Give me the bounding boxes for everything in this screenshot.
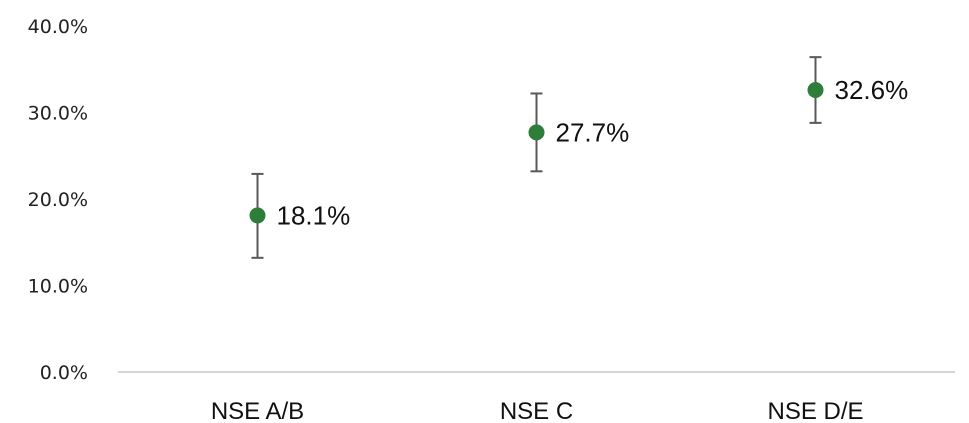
y-tick-label: 40.0%: [28, 16, 88, 38]
data-point: [249, 207, 266, 224]
y-tick-label: 0.0%: [40, 362, 88, 384]
data-points: [249, 82, 824, 224]
data-label: 27.7%: [556, 117, 630, 147]
data-point: [528, 124, 545, 141]
x-category-label: NSE A/B: [211, 398, 304, 423]
x-axis-categories: NSE A/B NSE C NSE D/E: [211, 398, 864, 423]
y-axis-ticks: 0.0% 10.0% 20.0% 30.0% 40.0%: [28, 16, 88, 384]
y-tick-label: 20.0%: [28, 189, 88, 211]
data-label: 18.1%: [277, 200, 351, 230]
data-label: 32.6%: [835, 75, 909, 105]
x-category-label: NSE C: [500, 398, 573, 423]
data-point: [807, 82, 824, 99]
y-tick-label: 30.0%: [28, 103, 88, 125]
y-tick-label: 10.0%: [28, 276, 88, 298]
x-category-label: NSE D/E: [767, 398, 863, 423]
data-labels: 18.1% 27.7% 32.6%: [277, 75, 909, 230]
